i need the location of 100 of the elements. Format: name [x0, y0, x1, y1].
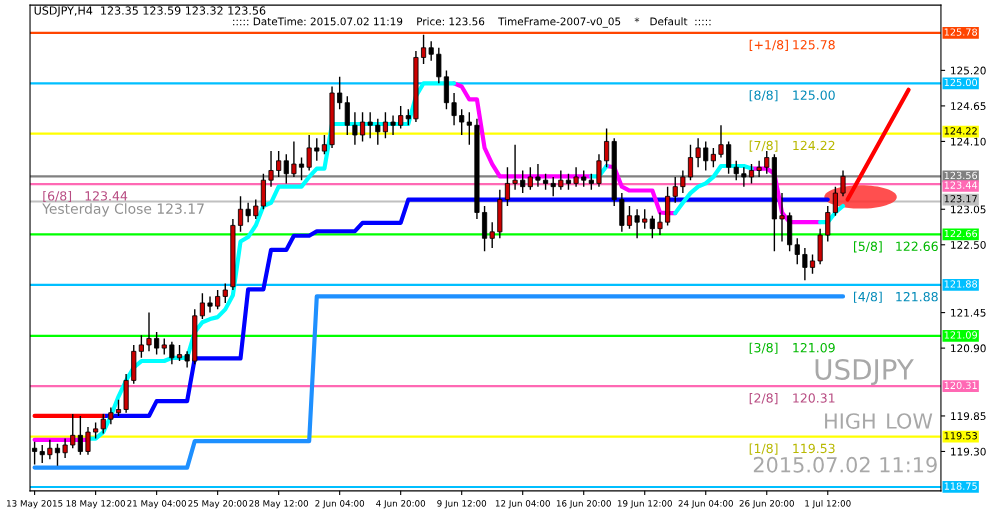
candlestick — [680, 169, 686, 194]
candlestick — [367, 111, 373, 139]
candlestick — [344, 95, 350, 136]
ref-line-label: 125.78 — [944, 28, 978, 36]
candlestick — [718, 124, 724, 159]
candlestick — [138, 334, 144, 359]
x-tick-label: 4 Jun 20:00 — [376, 500, 426, 509]
ref-line-label: 121.88 — [944, 280, 978, 288]
candlestick — [604, 127, 610, 168]
x-tick-label: 26 Jun 20:00 — [739, 500, 794, 509]
ref-line-label: 125.00 — [944, 78, 978, 87]
text: [4/8] — [854, 291, 882, 303]
candlestick — [504, 166, 510, 207]
candlestick — [298, 156, 305, 181]
x-tick-label: 25 May 20:00 — [188, 500, 248, 509]
candlestick — [832, 185, 838, 217]
candlestick — [558, 169, 564, 191]
y-tick-label: 120.90 — [951, 344, 986, 353]
ref-line-label: 123.17 — [944, 195, 977, 203]
candlestick — [634, 208, 640, 240]
annotation: [1/8] — [749, 443, 778, 455]
candlestick — [451, 92, 457, 126]
candlestick — [466, 111, 472, 146]
x-tick-label: 18 May 12:00 — [66, 500, 126, 509]
candlestick — [779, 192, 785, 243]
text: ::::: DateTime: 2015.07.02 11:19 Price: 123.56 TimeFrame-2007-v0_05 * Default ::::: — [233, 17, 711, 28]
candlestick — [70, 413, 76, 449]
candlestick — [268, 150, 274, 188]
candlestick — [253, 198, 259, 220]
candlestick — [687, 143, 694, 181]
candlestick — [314, 137, 320, 162]
candlestick — [825, 205, 831, 243]
candlestick — [764, 150, 770, 175]
candlestick — [573, 166, 579, 188]
candlestick — [703, 140, 709, 172]
candlestick — [672, 176, 678, 204]
annotation: [7/8] — [749, 140, 778, 152]
candlestick — [649, 215, 655, 240]
annotation: 119.53 — [793, 443, 835, 454]
annotation: [2/8] — [749, 393, 778, 405]
candlestick — [215, 289, 221, 311]
annotation: 124.22 — [793, 140, 835, 151]
y-tick-label: 122.50 — [951, 241, 986, 249]
candlestick — [459, 108, 465, 136]
ref-line-label: 120.31 — [944, 381, 977, 390]
candlestick — [47, 439, 53, 460]
candlestick — [359, 111, 366, 143]
candlestick — [421, 34, 427, 65]
candlestick — [512, 143, 518, 191]
annotation: 125.00 — [793, 90, 835, 100]
candlestick — [794, 237, 800, 265]
candlestick — [550, 176, 556, 198]
annotation: [8/8] — [749, 90, 778, 102]
candlestick — [535, 163, 541, 188]
candlestick — [710, 147, 716, 168]
candlestick — [741, 166, 747, 188]
y-tick-label: 125.20 — [951, 66, 986, 75]
y-tick-label: 123.05 — [951, 205, 986, 214]
x-tick-label: 1 Jul 12:00 — [805, 499, 851, 509]
y-tick-label: 119.30 — [951, 447, 986, 456]
candlestick — [436, 47, 442, 84]
annotation: USDJPY — [815, 358, 914, 386]
candlestick — [809, 253, 816, 275]
annotation: Yesterday Close 123.17 — [42, 203, 204, 217]
annotation: HIGH — [825, 413, 875, 429]
text: 122.66 — [896, 241, 938, 251]
text: [5/8] — [854, 241, 882, 253]
candlestick — [527, 166, 533, 191]
annotation: [3/8] — [749, 342, 778, 354]
annotation: 120.31 — [793, 393, 835, 403]
candlestick — [54, 443, 61, 467]
candlestick — [626, 205, 633, 230]
candlestick — [100, 413, 106, 435]
annotation: 2015.07.02 11:19 — [753, 456, 937, 473]
candlestick — [222, 282, 228, 304]
ref-line-label: 118.75 — [944, 482, 977, 490]
candlestick — [237, 195, 244, 233]
x-tick-label: 2 Jun 04:00 — [315, 500, 365, 509]
candlestick — [199, 292, 205, 320]
candlestick — [382, 111, 388, 139]
candlestick — [802, 247, 808, 281]
candlestick — [291, 140, 297, 178]
candlestick — [520, 169, 526, 194]
candlestick — [428, 40, 434, 62]
candlestick — [306, 134, 312, 172]
candlestick — [375, 118, 381, 146]
annotation: [+1/8] — [749, 39, 788, 51]
annotation: 125.78 — [793, 40, 835, 50]
ref-line-label: 124.22 — [944, 127, 977, 135]
candlestick — [642, 208, 648, 230]
candlestick — [398, 105, 404, 130]
candlestick — [62, 437, 68, 459]
candlestick — [657, 211, 663, 236]
x-tick-label: 12 Jun 04:00 — [495, 500, 550, 509]
candlestick — [321, 134, 327, 156]
candlestick — [245, 202, 251, 223]
annotation: 121.09 — [793, 342, 835, 353]
candlestick — [352, 111, 358, 146]
candlestick — [276, 150, 282, 178]
ref-line-label: 122.66 — [944, 229, 978, 238]
